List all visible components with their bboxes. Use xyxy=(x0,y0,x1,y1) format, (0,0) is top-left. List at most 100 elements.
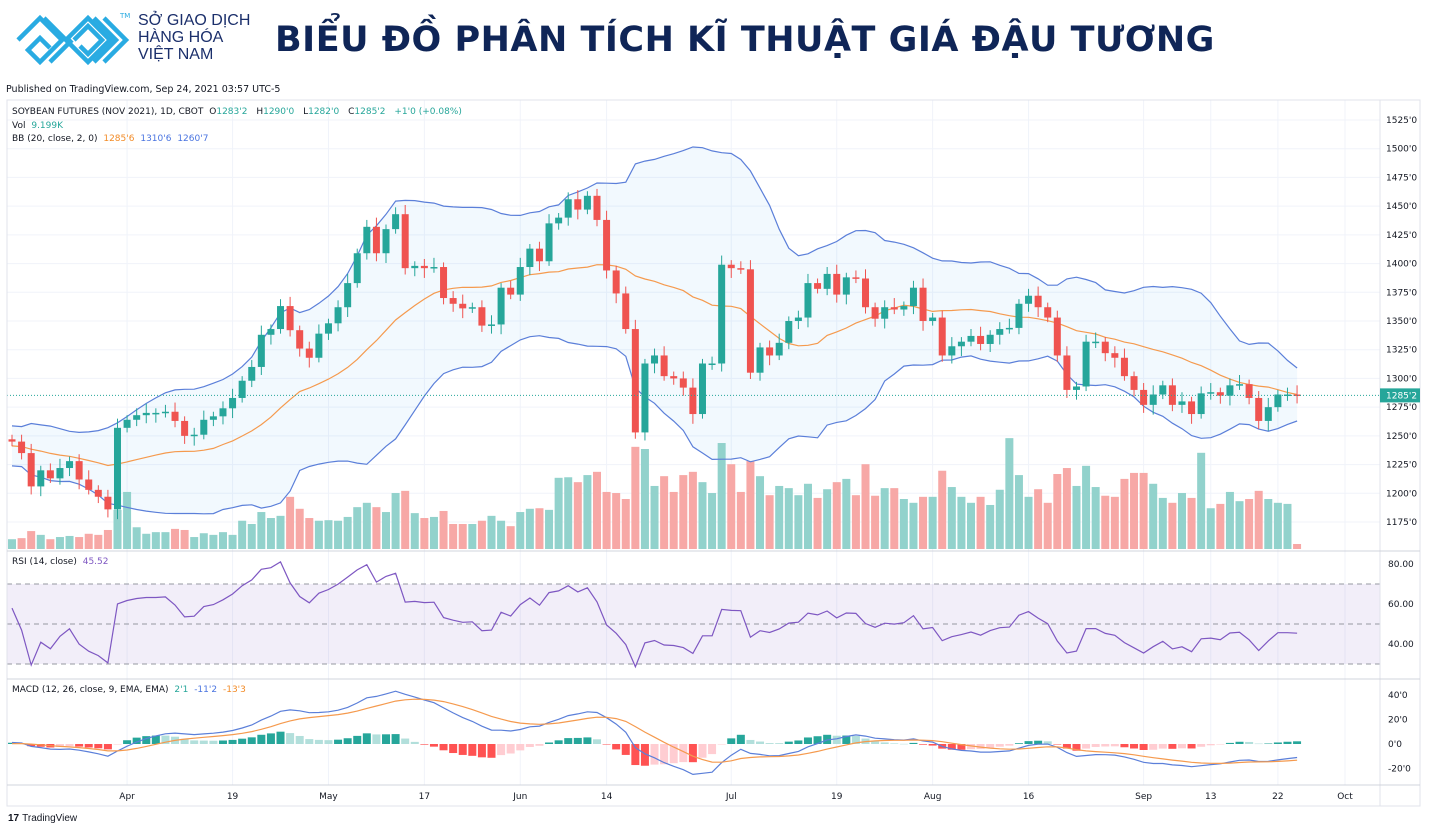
volume-bar xyxy=(334,520,343,549)
volume-bar xyxy=(1034,489,1043,549)
macd-histogram-bar xyxy=(679,744,688,763)
macd-histogram-bar xyxy=(967,744,975,750)
volume-bar xyxy=(46,539,55,549)
price-axis-label: 1525'0 xyxy=(1386,116,1417,126)
macd-histogram-bar xyxy=(1120,744,1129,748)
volume-bar xyxy=(65,535,74,549)
brand-line-3: VIỆT NAM xyxy=(138,46,214,63)
rsi-pane xyxy=(7,561,1380,669)
volume-bar xyxy=(880,488,889,549)
candle-body xyxy=(430,267,438,269)
macd-histogram-bar xyxy=(468,744,477,756)
candle-body xyxy=(583,195,591,210)
volume-bar xyxy=(429,516,438,549)
volume-bar xyxy=(545,509,554,549)
candle-body xyxy=(785,321,793,343)
legend-vol-value: 9.199K xyxy=(31,121,64,131)
legend-bb-row[interactable]: BB (20, close, 2, 0) 1285'6 1310'6 1260'… xyxy=(12,134,211,144)
brand-line-1: SỞ GIAO DỊCH xyxy=(138,12,251,29)
price-axis-label: 1450'0 xyxy=(1386,202,1417,212)
volume-bar xyxy=(631,446,640,549)
candle-body xyxy=(440,267,448,299)
macd-histogram-bar xyxy=(573,737,582,744)
candle-body xyxy=(1226,385,1234,396)
macd-axis-label: 20'0 xyxy=(1388,716,1408,726)
volume-bar xyxy=(132,527,141,549)
macd-histogram-bar xyxy=(516,744,525,751)
macd-histogram-bar xyxy=(180,738,189,744)
volume-bar xyxy=(995,489,1004,549)
candle-body xyxy=(66,461,74,469)
candle-body xyxy=(334,307,342,324)
legend-change: +1'0 (+0.08%) xyxy=(394,107,462,117)
legend-rsi-row[interactable]: RSI (14, close) 45.52 xyxy=(12,557,112,567)
candle-body xyxy=(459,303,467,309)
volume-bar xyxy=(736,491,745,549)
volume-bar xyxy=(1149,483,1158,549)
price-axis-label: 1475'0 xyxy=(1386,173,1417,183)
bollinger-basis-line xyxy=(11,264,1298,467)
volume-bar xyxy=(1283,503,1292,549)
volume-bar xyxy=(84,533,93,549)
candle-body xyxy=(1255,397,1263,421)
volume-bar xyxy=(1062,468,1071,549)
volume-bar xyxy=(564,477,573,549)
candle-body xyxy=(497,287,505,325)
legend-volume-row: Vol 9.199K xyxy=(12,121,66,131)
macd-histogram-bar xyxy=(228,739,237,744)
candle-body xyxy=(1207,392,1215,394)
volume-bar xyxy=(794,495,803,549)
candle-body xyxy=(468,307,476,309)
macd-histogram-bar xyxy=(1053,744,1062,745)
macd-axis-label: -20'0 xyxy=(1388,765,1411,775)
volume-bar xyxy=(1110,496,1119,549)
volume-bar xyxy=(823,489,832,549)
tradingview-footer[interactable]: 17 TradingView xyxy=(8,813,77,824)
volume-bar xyxy=(765,495,774,549)
volume-bar xyxy=(420,518,429,549)
candle-body xyxy=(727,264,735,269)
time-axis-label: May xyxy=(319,792,338,802)
macd-histogram-bar xyxy=(621,744,630,755)
volume-bar xyxy=(554,477,563,549)
time-axis-label: 19 xyxy=(227,792,239,802)
volume-bar xyxy=(1014,475,1023,549)
candle-body xyxy=(919,287,927,322)
volume-bar xyxy=(746,460,755,549)
last-price-label: 1285'2 xyxy=(1386,391,1417,401)
legend-bb-basis: 1285'6 xyxy=(103,134,135,144)
rsi-axis-label: 40.00 xyxy=(1388,640,1414,650)
volume-bars xyxy=(8,438,1302,549)
macd-histogram-bar xyxy=(123,740,132,744)
legend-rsi-value: 45.52 xyxy=(82,557,109,567)
candle-body xyxy=(593,195,601,220)
volume-bar xyxy=(669,491,678,549)
volume-bar xyxy=(1254,490,1263,549)
macd-histogram-bar xyxy=(631,744,640,766)
candle-body xyxy=(1034,295,1042,308)
candle-body xyxy=(814,283,822,289)
macd-histogram-bar xyxy=(784,741,793,744)
volume-bar xyxy=(382,512,391,549)
candle-body xyxy=(1111,353,1119,358)
macd-histogram-bar xyxy=(209,740,218,744)
macd-histogram-bar xyxy=(94,744,103,749)
macd-histogram-bar xyxy=(382,734,391,744)
volume-bar xyxy=(813,497,822,549)
volume-bar xyxy=(190,537,199,549)
volume-bar xyxy=(650,485,659,549)
volume-bar xyxy=(171,528,180,549)
volume-bar xyxy=(276,515,285,549)
candle-body xyxy=(862,278,870,308)
candle-body xyxy=(1015,303,1023,328)
macd-histogram-bar xyxy=(1072,744,1081,751)
macd-histogram-bar xyxy=(583,737,592,744)
macd-histogram-bar xyxy=(286,733,295,744)
candle-body xyxy=(1236,384,1244,386)
candle-body xyxy=(1101,341,1109,354)
legend-macd-row[interactable]: MACD (12, 26, close, 9, EMA, EMA) 2'1 -1… xyxy=(12,685,249,695)
macd-histogram-bar xyxy=(842,735,851,744)
bollinger-band-fill xyxy=(12,147,1298,514)
macd-histogram-bar xyxy=(324,740,333,744)
